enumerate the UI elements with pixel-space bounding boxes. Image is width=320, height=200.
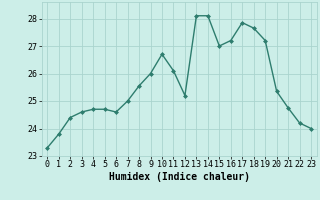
X-axis label: Humidex (Indice chaleur): Humidex (Indice chaleur)	[109, 172, 250, 182]
